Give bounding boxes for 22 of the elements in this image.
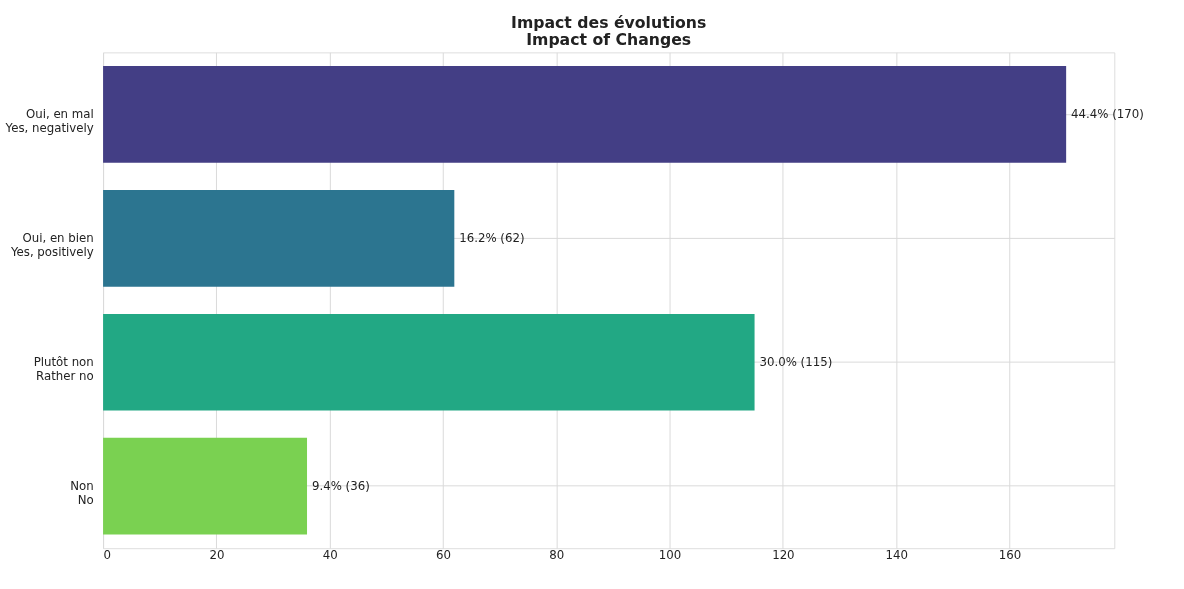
bar (103, 313, 755, 411)
x-tick-label: 0 (103, 548, 112, 563)
x-tick-label: 140 (885, 548, 908, 563)
y-tick-label: Oui, en mal Yes, negatively (4, 107, 94, 136)
bar (103, 437, 308, 535)
x-tick-label: 40 (322, 548, 338, 563)
x-tick-label: 60 (435, 548, 451, 563)
x-tick-label: 20 (209, 548, 225, 563)
y-tick-label: Non No (70, 479, 94, 507)
x-tick-label: 120 (772, 548, 795, 563)
data-label: 44.4% (170) (1071, 107, 1144, 122)
y-tick-label: Plutôt non Rather no (33, 355, 94, 383)
chart-title: Impact des évolutions Impact of Changes (511, 12, 707, 50)
bar (103, 66, 1067, 163)
bar (103, 189, 455, 287)
data-label: 16.2% (62) (459, 231, 525, 246)
y-tick-label: Oui, en bien Yes, positively (9, 231, 94, 259)
x-tick-label: 80 (549, 548, 565, 563)
data-label: 9.4% (36) (311, 479, 370, 494)
x-tick-label: 100 (658, 548, 682, 563)
data-label: 30.0% (115) (759, 355, 833, 370)
x-tick-label: 160 (998, 548, 1022, 563)
